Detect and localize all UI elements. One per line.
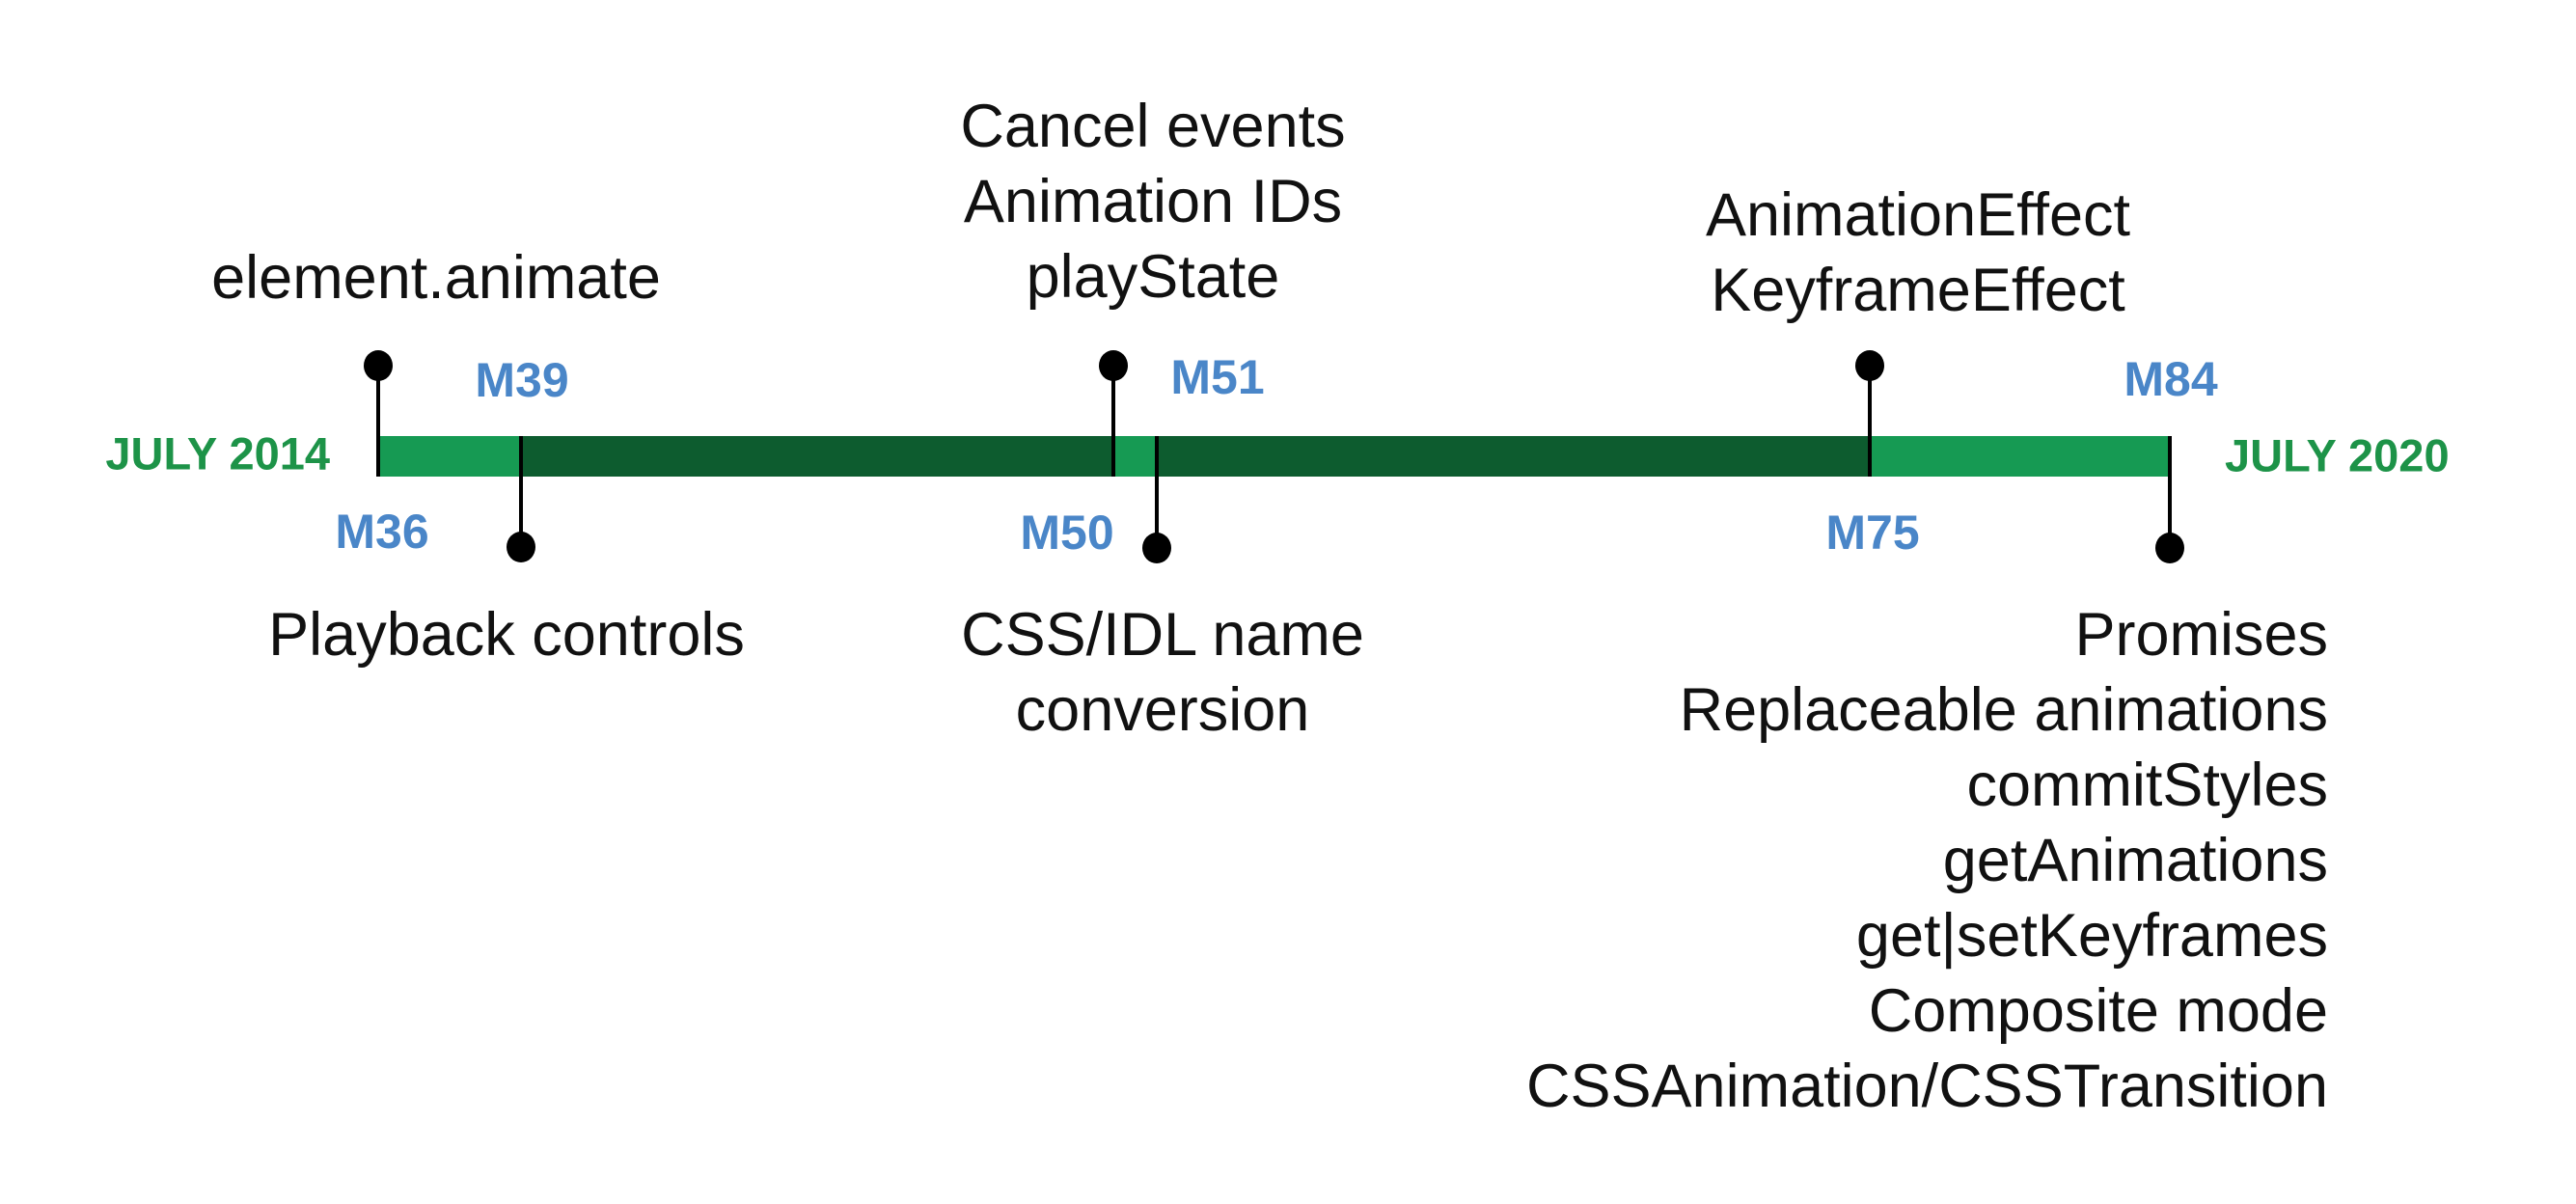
end-date-label: JULY 2020: [2225, 429, 2450, 481]
m75-feature-annotation: AnimationEffect KeyframeEffect: [1706, 178, 2130, 328]
annotation-line: CSS/IDL name: [961, 601, 1364, 669]
annotation-line: CSSAnimation/CSSTransition: [1526, 1053, 2328, 1120]
timeline-segment-m50-m51: [1113, 436, 1157, 477]
m39-marker-stem: [519, 436, 523, 548]
annotation-line: Composite mode: [1868, 977, 2328, 1045]
m75-marker-stem: [1868, 366, 1872, 477]
m39-marker-dot: [507, 532, 535, 562]
m50-marker-dot: [1099, 350, 1128, 381]
m75-marker-dot: [1855, 350, 1884, 381]
start-date-label: JULY 2014: [105, 427, 330, 479]
annotation-line: Promises: [2074, 601, 2328, 669]
m39-label: M39: [475, 353, 569, 407]
m51-feature-annotation: CSS/IDL name conversion: [961, 597, 1364, 748]
annotation-line: getAnimations: [1942, 827, 2328, 894]
m84-feature-annotation: Promises Replaceable animations commitSt…: [1526, 597, 2328, 1124]
annotation-line: element.animate: [211, 244, 661, 312]
timeline-segment-m51-m75: [1157, 436, 1870, 477]
m36-feature-annotation: element.animate: [211, 240, 661, 315]
annotation-line: playState: [1026, 243, 1280, 311]
annotation-line: Playback controls: [268, 601, 745, 669]
m51-marker-dot: [1142, 533, 1171, 563]
m84-label: M84: [2124, 352, 2218, 406]
timeline-segment-m36-m39: [378, 436, 521, 477]
annotation-line: Animation IDs: [963, 168, 1343, 235]
timeline-segment-m39-m50: [521, 436, 1113, 477]
annotation-line: KeyframeEffect: [1711, 257, 2125, 324]
annotation-line: AnimationEffect: [1705, 181, 2131, 249]
annotation-line: get|setKeyframes: [1855, 902, 2328, 970]
m75-label: M75: [1825, 506, 1920, 560]
m36-marker-dot: [364, 350, 393, 381]
m36-marker-stem: [376, 366, 380, 477]
m36-label: M36: [335, 505, 429, 559]
m84-marker-stem: [2168, 436, 2172, 548]
annotation-line: commitStyles: [1966, 752, 2328, 819]
m50-label: M50: [1020, 506, 1114, 560]
m50-feature-annotation: Cancel events Animation IDs playState: [960, 89, 1345, 315]
m51-label: M51: [1170, 350, 1265, 404]
annotation-line: conversion: [1015, 676, 1310, 744]
m50-marker-stem: [1111, 366, 1115, 477]
annotation-line: Replaceable animations: [1679, 676, 2328, 744]
m39-feature-annotation: Playback controls: [268, 597, 745, 672]
m84-marker-dot: [2155, 533, 2184, 563]
m51-marker-stem: [1155, 436, 1159, 548]
timeline-segment-m75-m84: [1870, 436, 2170, 477]
annotation-line: Cancel events: [960, 93, 1346, 160]
